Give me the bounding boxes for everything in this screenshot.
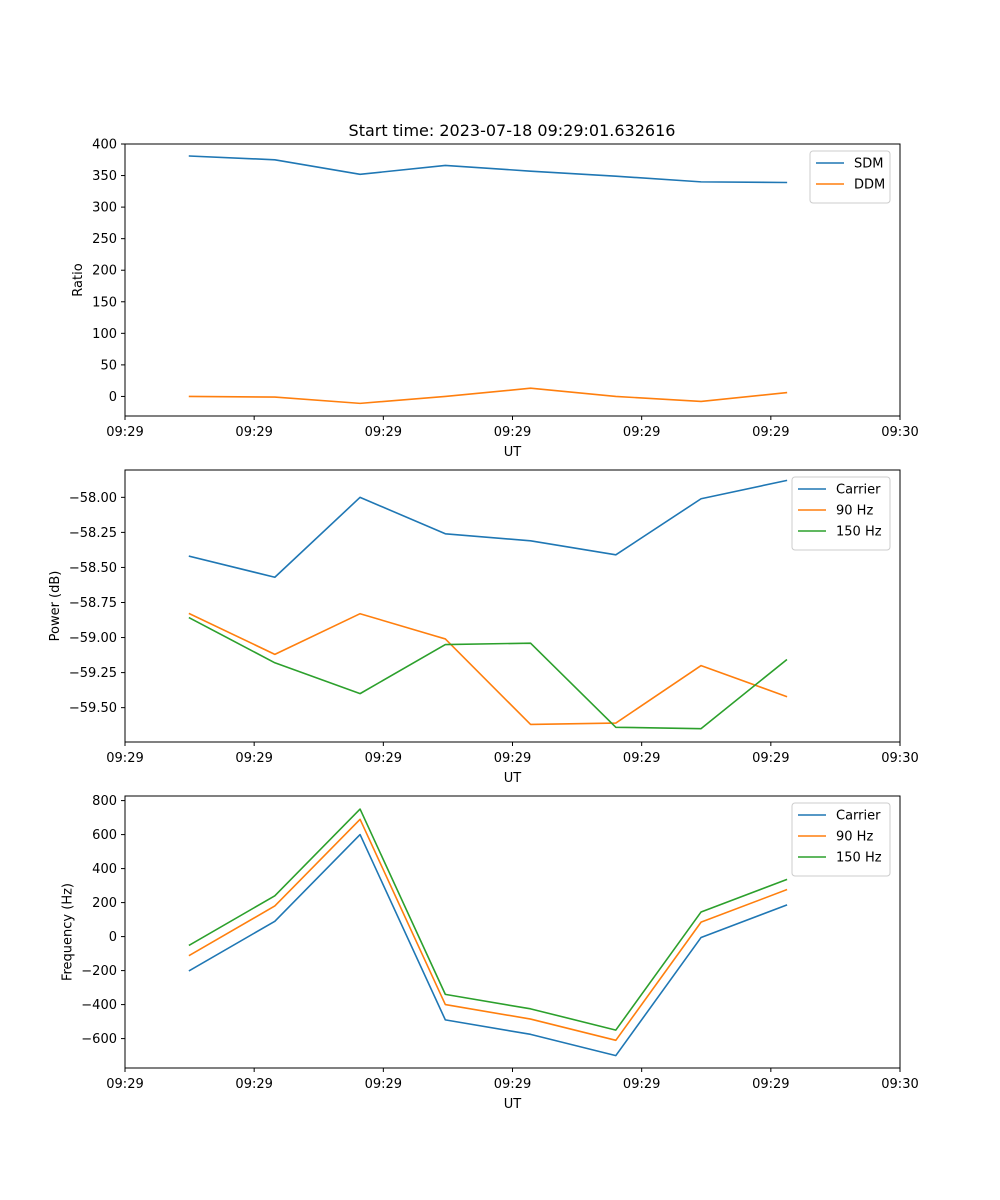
frequency-ytick-label: 600 (92, 828, 117, 843)
ratio-xtick-label: 09:29 (752, 425, 789, 440)
ratio-ytick-label: 0 (109, 390, 117, 405)
ratio-legend-label-ddm: DDM (854, 178, 885, 193)
power-ytick-label: −58.75 (69, 596, 117, 611)
frequency-xtick-label: 09:29 (623, 1077, 660, 1092)
power-series-90-hz-line (188, 612, 788, 726)
ratio-xtick-label: 09:30 (881, 425, 918, 440)
power-xtick-label: 09:30 (881, 751, 918, 766)
power-xtick-label: 09:29 (365, 751, 402, 766)
frequency-ytick-label: 800 (92, 794, 117, 809)
ratio-series-ddm-line (188, 387, 788, 405)
ratio-ytick-label: 350 (92, 169, 117, 184)
power-xtick-label: 09:29 (106, 751, 143, 766)
ratio-xtick-label: 09:29 (365, 425, 402, 440)
frequency-xtick-label: 09:29 (752, 1077, 789, 1092)
power-subplot: Power (dB) UT 09:29 09:29 09:29 09:29 09:29 0… (48, 469, 919, 786)
frequency-ytick-label: −400 (81, 998, 117, 1013)
power-xtick-label: 09:29 (235, 751, 272, 766)
ratio-ytick-label: 400 (92, 138, 117, 153)
frequency-ylabel: Frequency (Hz) (60, 883, 75, 981)
power-legend-label-90-hz: 90 Hz (836, 504, 873, 519)
ratio-ytick-label: 300 (92, 201, 117, 216)
power-series-150-hz-line (188, 616, 788, 730)
frequency-xtick-label: 09:30 (881, 1077, 918, 1092)
ratio-xtick-label: 09:29 (235, 425, 272, 440)
ratio-ylabel: Ratio (71, 263, 86, 296)
frequency-ytick-label: 0 (109, 930, 117, 945)
power-ytick-label: −59.00 (69, 631, 117, 646)
ratio-ytick-label: 250 (92, 232, 117, 247)
power-xtick-label: 09:29 (752, 751, 789, 766)
ratio-ytick-label: 150 (92, 295, 117, 310)
ratio-ytick-label: 50 (100, 358, 117, 373)
frequency-series-90-hz-line (188, 818, 788, 1042)
frequency-xtick-label: 09:29 (365, 1077, 402, 1092)
ratio-legend-label-sdm: SDM (854, 157, 883, 172)
frequency-ytick-label: 200 (92, 896, 117, 911)
ratio-series-sdm-line (188, 155, 788, 184)
frequency-legend-label-carrier: Carrier (836, 809, 881, 824)
frequency-series-carrier-line (188, 833, 788, 1057)
ratio-xtick-label: 09:29 (494, 425, 531, 440)
power-ytick-label: −58.00 (69, 491, 117, 506)
frequency-ytick-label: −200 (81, 964, 117, 979)
power-ylabel: Power (dB) (48, 571, 63, 642)
power-ytick-label: −58.50 (69, 561, 117, 576)
power-legend-label-carrier: Carrier (836, 483, 881, 498)
frequency-xtick-label: 09:29 (235, 1077, 272, 1092)
frequency-xtick-label: 09:29 (494, 1077, 531, 1092)
power-legend-label-150-hz: 150 Hz (836, 525, 882, 540)
frequency-series-150-hz-line (188, 808, 788, 1031)
ratio-subplot: Ratio UT 09:29 09:29 09:29 09:29 09:29 09:29 0… (71, 138, 919, 461)
frequency-legend-label-90-hz: 90 Hz (836, 830, 873, 845)
figure-title: Start time: 2023-07-18 09:29:01.632616 (349, 121, 676, 140)
power-xtick-label: 09:29 (623, 751, 660, 766)
ratio-xtick-label: 09:29 (106, 425, 143, 440)
ratio-ytick-label: 100 (92, 327, 117, 342)
power-xlabel: UT (504, 771, 522, 786)
power-ytick-label: −58.25 (69, 526, 117, 541)
frequency-xtick-label: 09:29 (106, 1077, 143, 1092)
frequency-ytick-label: −600 (81, 1032, 117, 1047)
frequency-ytick-label: 400 (92, 862, 117, 877)
power-ytick-label: −59.50 (69, 701, 117, 716)
power-series-carrier-line (188, 479, 788, 579)
ratio-legend-box (809, 150, 891, 204)
power-ytick-label: −59.25 (69, 666, 117, 681)
frequency-legend-label-150-hz: 150 Hz (836, 851, 882, 866)
ratio-xlabel: UT (504, 445, 522, 460)
power-xtick-label: 09:29 (494, 751, 531, 766)
frequency-xlabel: UT (504, 1097, 522, 1112)
frequency-subplot: Frequency (Hz) UT 09:29 09:29 09:29 09:29 09… (60, 794, 918, 1112)
ratio-xtick-label: 09:29 (623, 425, 660, 440)
ratio-ytick-label: 200 (92, 264, 117, 279)
